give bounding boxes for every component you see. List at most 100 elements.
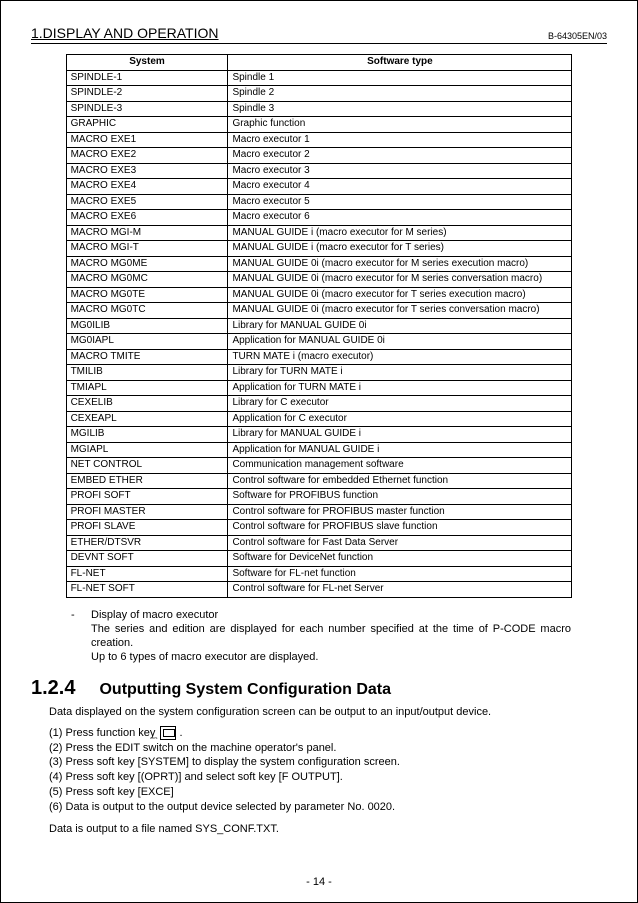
cell-system: TMILIB	[66, 365, 228, 381]
table-row: PROFI SLAVEControl software for PROFIBUS…	[66, 520, 572, 536]
cell-software-type: Spindle 1	[228, 70, 572, 86]
cell-software-type: MANUAL GUIDE i (macro executor for T ser…	[228, 241, 572, 257]
cell-software-type: MANUAL GUIDE i (macro executor for M ser…	[228, 225, 572, 241]
note-body: Display of macro executor The series and …	[91, 608, 571, 665]
page-header: 1.DISPLAY AND OPERATION B-64305EN/03	[31, 25, 607, 44]
cell-software-type: Library for MANUAL GUIDE 0i	[228, 318, 572, 334]
cell-system: SPINDLE-2	[66, 86, 228, 102]
table-row: SPINDLE-1Spindle 1	[66, 70, 572, 86]
table-row: MACRO MG0MCMANUAL GUIDE 0i (macro execut…	[66, 272, 572, 288]
cell-system: MACRO EXE6	[66, 210, 228, 226]
table-row: MACRO EXE5Macro executor 5	[66, 194, 572, 210]
table-row: PROFI SOFTSoftware for PROFIBUS function	[66, 489, 572, 505]
step-item: (4) Press soft key [(OPRT)] and select s…	[49, 770, 607, 785]
cell-software-type: Software for DeviceNet function	[228, 551, 572, 567]
cell-system: MACRO MG0TE	[66, 287, 228, 303]
cell-software-type: Control software for FL-net Server	[228, 582, 572, 598]
table-row: TMILIBLibrary for TURN MATE i	[66, 365, 572, 381]
cell-software-type: Spindle 3	[228, 101, 572, 117]
note-title: Display of macro executor	[91, 609, 218, 621]
table-row: MGIAPLApplication for MANUAL GUIDE i	[66, 442, 572, 458]
table-row: MACRO EXE1Macro executor 1	[66, 132, 572, 148]
cell-system: MACRO MGI-M	[66, 225, 228, 241]
cell-system: MACRO MG0ME	[66, 256, 228, 272]
table-row: SPINDLE-2Spindle 2	[66, 86, 572, 102]
step-item: (6) Data is output to the output device …	[49, 800, 607, 815]
cell-software-type: Library for MANUAL GUIDE i	[228, 427, 572, 443]
header-software-type: Software type	[228, 55, 572, 71]
cell-system: MACRO EXE3	[66, 163, 228, 179]
cell-software-type: Application for C executor	[228, 411, 572, 427]
macro-executor-note: -Display of macro executorThe series and…	[71, 608, 607, 665]
outro-text: Data is output to a file named SYS_CONF.…	[49, 823, 607, 835]
cell-software-type: Application for TURN MATE i	[228, 380, 572, 396]
step-item: (1) Press function key .	[49, 726, 607, 741]
cell-system: CEXELIB	[66, 396, 228, 412]
doc-id: B-64305EN/03	[548, 31, 607, 41]
table-row: MACRO EXE3Macro executor 3	[66, 163, 572, 179]
cell-system: ETHER/DTSVR	[66, 535, 228, 551]
steps-list: (1) Press function key .(2) Press the ED…	[49, 726, 607, 815]
cell-software-type: Communication management software	[228, 458, 572, 474]
table-row: CEXELIBLibrary for C executor	[66, 396, 572, 412]
cell-software-type: Control software for Fast Data Server	[228, 535, 572, 551]
cell-system: MACRO MG0MC	[66, 272, 228, 288]
section-title: 1.DISPLAY AND OPERATION	[31, 25, 219, 41]
intro-text: Data displayed on the system configurati…	[49, 706, 607, 718]
cell-system: PROFI SLAVE	[66, 520, 228, 536]
cell-software-type: Macro executor 6	[228, 210, 572, 226]
cell-software-type: Control software for embedded Ethernet f…	[228, 473, 572, 489]
table-row: MACRO TMITETURN MATE i (macro executor)	[66, 349, 572, 365]
cell-system: MG0ILIB	[66, 318, 228, 334]
table-row: MACRO MG0MEMANUAL GUIDE 0i (macro execut…	[66, 256, 572, 272]
cell-system: FL-NET	[66, 566, 228, 582]
cell-software-type: Graphic function	[228, 117, 572, 133]
table-row: EMBED ETHERControl software for embedded…	[66, 473, 572, 489]
cell-system: EMBED ETHER	[66, 473, 228, 489]
cell-software-type: Library for C executor	[228, 396, 572, 412]
cell-software-type: Application for MANUAL GUIDE i	[228, 442, 572, 458]
cell-software-type: Macro executor 2	[228, 148, 572, 164]
cell-software-type: MANUAL GUIDE 0i (macro executor for M se…	[228, 272, 572, 288]
cell-system: MGIAPL	[66, 442, 228, 458]
page-number: - 14 -	[1, 876, 637, 888]
table-row: MACRO MG0TCMANUAL GUIDE 0i (macro execut…	[66, 303, 572, 319]
cell-system: PROFI SOFT	[66, 489, 228, 505]
cell-system: MACRO EXE5	[66, 194, 228, 210]
cell-software-type: Macro executor 3	[228, 163, 572, 179]
cell-system: GRAPHIC	[66, 117, 228, 133]
cell-system: MACRO EXE4	[66, 179, 228, 195]
note-line1: The series and edition are displayed for…	[91, 623, 571, 649]
cell-system: DEVNT SOFT	[66, 551, 228, 567]
cell-software-type: TURN MATE i (macro executor)	[228, 349, 572, 365]
cell-software-type: Application for MANUAL GUIDE 0i	[228, 334, 572, 350]
cell-system: FL-NET SOFT	[66, 582, 228, 598]
cell-software-type: Control software for PROFIBUS master fun…	[228, 504, 572, 520]
table-row: MACRO MG0TEMANUAL GUIDE 0i (macro execut…	[66, 287, 572, 303]
cell-system: NET CONTROL	[66, 458, 228, 474]
table-row: MACRO EXE6Macro executor 6	[66, 210, 572, 226]
cell-system: SPINDLE-1	[66, 70, 228, 86]
table-row: MG0IAPLApplication for MANUAL GUIDE 0i	[66, 334, 572, 350]
system-software-table: System Software type SPINDLE-1Spindle 1S…	[66, 54, 573, 598]
step-item: (5) Press soft key [EXCE]	[49, 785, 607, 800]
cell-software-type: Library for TURN MATE i	[228, 365, 572, 381]
table-row: SPINDLE-3Spindle 3	[66, 101, 572, 117]
cell-system: PROFI MASTER	[66, 504, 228, 520]
table-row: MACRO MGI-TMANUAL GUIDE i (macro executo…	[66, 241, 572, 257]
table-row: MGILIBLibrary for MANUAL GUIDE i	[66, 427, 572, 443]
table-row: NET CONTROLCommunication management soft…	[66, 458, 572, 474]
table-row: TMIAPLApplication for TURN MATE i	[66, 380, 572, 396]
page: 1.DISPLAY AND OPERATION B-64305EN/03 Sys…	[0, 0, 638, 903]
table-row: MACRO EXE4Macro executor 4	[66, 179, 572, 195]
subsection-number: 1.2.4	[31, 677, 75, 700]
header-system: System	[66, 55, 228, 71]
cell-software-type: Software for FL-net function	[228, 566, 572, 582]
table-row: MACRO EXE2Macro executor 2	[66, 148, 572, 164]
cell-software-type: Macro executor 1	[228, 132, 572, 148]
note-line2: Up to 6 types of macro executor are disp…	[91, 651, 318, 663]
cell-system: SPINDLE-3	[66, 101, 228, 117]
cell-software-type: Control software for PROFIBUS slave func…	[228, 520, 572, 536]
table-row: MG0ILIBLibrary for MANUAL GUIDE 0i	[66, 318, 572, 334]
cell-software-type: MANUAL GUIDE 0i (macro executor for T se…	[228, 303, 572, 319]
